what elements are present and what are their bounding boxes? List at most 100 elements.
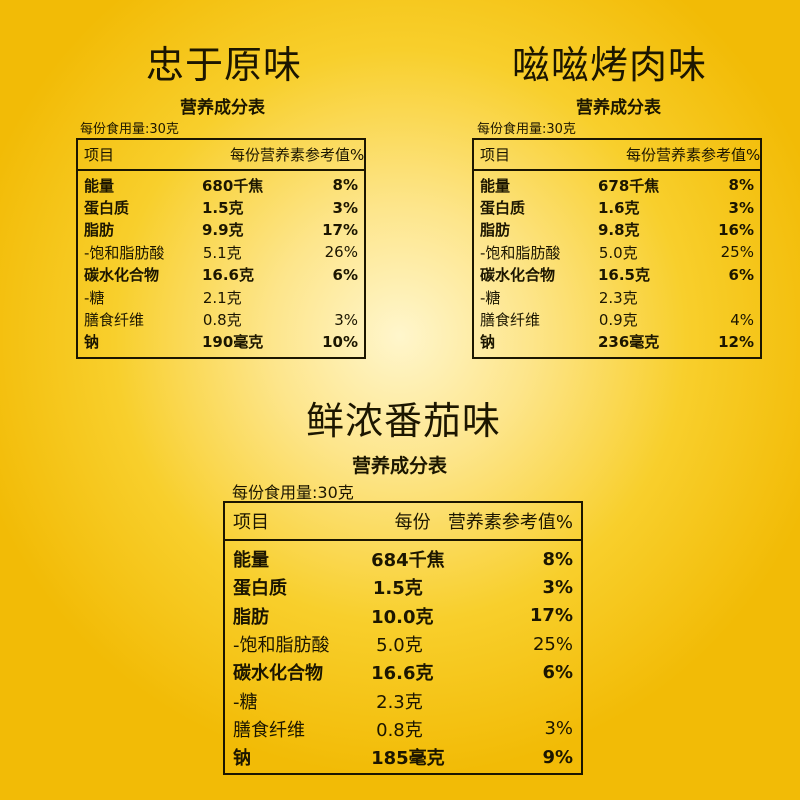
nutrient-amount: 5.0克 bbox=[376, 635, 423, 657]
nutrient-nrv: 3% bbox=[334, 310, 358, 329]
nutrient-row: -饱和脂肪酸 5.0克 25% bbox=[225, 630, 581, 658]
nutrient-nrv: 25% bbox=[720, 243, 754, 262]
nutrient-amount: 9.9克 bbox=[201, 221, 244, 240]
flavor-title-tomato: 鲜浓番茄味 bbox=[306, 399, 502, 443]
nutrient-amount: 9.8克 bbox=[597, 221, 640, 240]
header-nrv: 营养素参考值% bbox=[656, 146, 761, 164]
nutrient-amount: 16.5克 bbox=[597, 266, 650, 285]
nutrient-row: 钠 185毫克 9% bbox=[225, 743, 581, 771]
nutrient-amount: 185毫克 bbox=[371, 748, 445, 770]
header-nrv: 营养素参考值% bbox=[260, 146, 365, 164]
nutrition-table-tomato: 项目 每份 营养素参考值% 能量 684千焦 8% 蛋白质 1.5克 3% 脂肪 10.0克 1… bbox=[223, 501, 583, 775]
nutrient-name: 能量 bbox=[233, 550, 269, 572]
nutrient-name: -饱和脂肪酸 bbox=[233, 635, 330, 657]
nutrient-nrv: 3% bbox=[544, 718, 573, 740]
nutrition-title-bbq: 营养成分表 bbox=[576, 98, 661, 118]
nutrient-row: 能量 684千焦 8% bbox=[225, 545, 581, 573]
table-body: 能量 684千焦 8% 蛋白质 1.5克 3% 脂肪 10.0克 17% -饱和脂肪酸 5.0克 25… bbox=[225, 541, 581, 771]
nutrient-name: 蛋白质 bbox=[233, 578, 287, 600]
table-header: 项目 每份 营养素参考值% bbox=[78, 140, 364, 171]
nutrient-row: 蛋白质 1.5克 3% bbox=[78, 196, 364, 218]
nutrient-row: 碳水化合物 16.5克 6% bbox=[474, 264, 760, 286]
table-body: 能量 678千焦 8% 蛋白质 1.6克 3% 脂肪 9.8克 16% -饱和脂肪酸 5.0克 25%… bbox=[474, 171, 760, 353]
table-header: 项目 每份 营养素参考值% bbox=[474, 140, 760, 171]
nutrient-name: -糖 bbox=[84, 288, 105, 307]
nutrient-amount: 1.5克 bbox=[201, 199, 244, 218]
nutrient-amount: 5.1克 bbox=[202, 243, 242, 262]
nutrition-table-bbq: 项目 每份 营养素参考值% 能量 678千焦 8% 蛋白质 1.6克 3% 脂肪 9.8克 16… bbox=[472, 138, 762, 359]
nutrient-nrv: 16% bbox=[718, 220, 754, 239]
header-item: 项目 bbox=[480, 146, 511, 164]
nutrient-nrv: 8% bbox=[542, 548, 573, 570]
header-item: 项目 bbox=[84, 146, 115, 164]
nutrient-nrv: 6% bbox=[332, 265, 358, 284]
nutrient-nrv: 25% bbox=[532, 633, 573, 655]
serving-size-original: 每份食用量:30克 bbox=[80, 122, 179, 137]
nutrient-amount: 1.5克 bbox=[372, 578, 423, 600]
nutrient-name: -糖 bbox=[480, 288, 501, 307]
table-header: 项目 每份 营养素参考值% bbox=[225, 503, 581, 541]
nutrient-nrv: 6% bbox=[542, 661, 573, 683]
nutrient-amount: 2.3克 bbox=[376, 691, 423, 713]
nutrient-amount: 680千焦 bbox=[201, 176, 264, 195]
nutrient-nrv: 8% bbox=[728, 176, 754, 195]
nutrient-row: 膳食纤维 0.8克 3% bbox=[78, 308, 364, 330]
nutrient-nrv: 10% bbox=[322, 332, 358, 351]
nutrient-amount: 236毫克 bbox=[597, 333, 660, 352]
flavor-title-original: 忠于原味 bbox=[146, 43, 303, 87]
nutrition-title-original: 营养成分表 bbox=[180, 98, 265, 118]
nutrient-row: -饱和脂肪酸 5.1克 26% bbox=[78, 241, 364, 263]
nutrient-amount: 678千焦 bbox=[597, 176, 660, 195]
nutrient-name: 碳水化合物 bbox=[480, 266, 556, 285]
nutrient-name: 脂肪 bbox=[480, 221, 511, 240]
nutrient-name: 能量 bbox=[480, 176, 511, 195]
nutrient-name: 膳食纤维 bbox=[84, 311, 145, 330]
nutrient-amount: 1.6克 bbox=[597, 199, 640, 218]
nutrient-name: 脂肪 bbox=[84, 221, 115, 240]
nutrient-nrv: 3% bbox=[332, 198, 358, 217]
header-per-serving: 每份 bbox=[625, 146, 656, 164]
header-per-serving: 每份 bbox=[394, 512, 431, 533]
nutrient-amount: 0.9克 bbox=[598, 311, 638, 330]
nutrient-amount: 190毫克 bbox=[201, 333, 264, 352]
nutrient-nrv: 12% bbox=[718, 332, 754, 351]
nutrition-table-original: 项目 每份 营养素参考值% 能量 680千焦 8% 蛋白质 1.5克 3% 脂肪 9.9克 17… bbox=[76, 138, 366, 359]
nutrient-nrv: 8% bbox=[332, 176, 358, 195]
header-item: 项目 bbox=[233, 512, 269, 533]
nutrient-amount: 0.8克 bbox=[376, 719, 423, 741]
header-nrv: 营养素参考值% bbox=[447, 512, 573, 533]
nutrient-row: 膳食纤维 0.8克 3% bbox=[225, 715, 581, 743]
nutrient-name: 膳食纤维 bbox=[233, 719, 305, 741]
nutrient-name: 脂肪 bbox=[233, 606, 269, 628]
serving-size-tomato: 每份食用量:30克 bbox=[232, 483, 354, 502]
nutrient-amount: 2.3克 bbox=[598, 288, 638, 307]
nutrient-amount: 16.6克 bbox=[201, 266, 254, 285]
nutrient-row: -糖 2.1克 bbox=[78, 286, 364, 308]
nutrient-name: 钠 bbox=[84, 333, 100, 352]
nutrient-nrv: 4% bbox=[730, 310, 754, 329]
nutrient-name: 钠 bbox=[480, 333, 496, 352]
nutrient-name: -饱和脂肪酸 bbox=[84, 243, 165, 262]
nutrient-row: 碳水化合物 16.6克 6% bbox=[225, 658, 581, 686]
nutrient-row: 钠 190毫克 10% bbox=[78, 331, 364, 353]
serving-size-bbq: 每份食用量:30克 bbox=[477, 122, 576, 137]
nutrient-amount: 10.0克 bbox=[371, 606, 434, 628]
nutrient-row: 脂肪 9.9克 17% bbox=[78, 219, 364, 241]
nutrient-nrv: 9% bbox=[542, 746, 573, 768]
nutrient-row: 钠 236毫克 12% bbox=[474, 331, 760, 353]
nutrient-amount: 0.8克 bbox=[202, 311, 242, 330]
flavor-title-bbq: 嗞嗞烤肉味 bbox=[512, 43, 708, 87]
nutrient-amount: 16.6克 bbox=[371, 663, 434, 685]
nutrient-amount: 684千焦 bbox=[371, 550, 445, 572]
table-body: 能量 680千焦 8% 蛋白质 1.5克 3% 脂肪 9.9克 17% -饱和脂肪酸 5.1克 26%… bbox=[78, 171, 364, 353]
nutrient-row: -糖 2.3克 bbox=[225, 686, 581, 714]
nutrient-row: -饱和脂肪酸 5.0克 25% bbox=[474, 241, 760, 263]
nutrient-row: 脂肪 9.8克 16% bbox=[474, 219, 760, 241]
header-per-serving: 每份 bbox=[229, 146, 260, 164]
nutrient-amount: 5.0克 bbox=[598, 243, 638, 262]
nutrient-name: 蛋白质 bbox=[480, 199, 526, 218]
nutrient-row: 碳水化合物 16.6克 6% bbox=[78, 264, 364, 286]
nutrient-row: 能量 678千焦 8% bbox=[474, 174, 760, 196]
nutrient-nrv: 3% bbox=[728, 198, 754, 217]
nutrient-nrv: 26% bbox=[324, 243, 358, 262]
